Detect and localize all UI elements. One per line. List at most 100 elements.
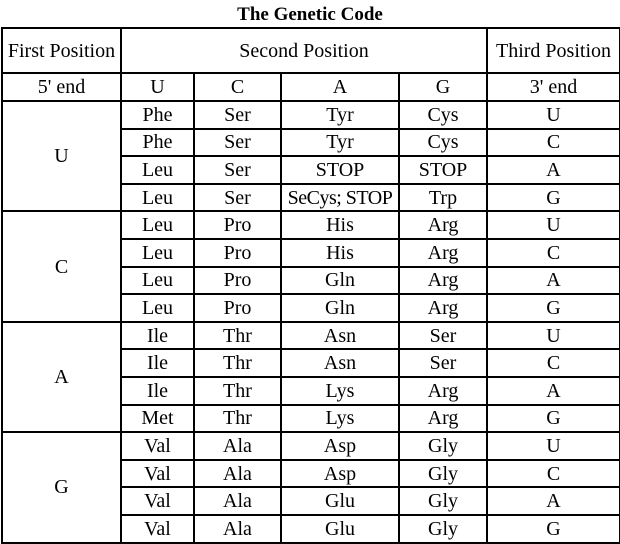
third-position-cell: U (486, 320, 620, 351)
amino-acid-cell: His (280, 237, 400, 268)
third-position-cell: A (486, 155, 620, 185)
amino-acid-cell: His (280, 210, 400, 240)
amino-acid-cell: Gly (397, 486, 489, 516)
table-row: Met Thr Lys Arg G (2, 403, 620, 434)
amino-acid-cell: Lys (280, 403, 400, 434)
amino-acid-cell: Ile (120, 320, 195, 351)
third-position-cell: C (486, 458, 620, 489)
amino-acid-cell: Arg (397, 403, 489, 434)
amino-acid-cell: Ser (193, 155, 282, 185)
third-position-cell: A (486, 375, 620, 406)
third-position-cell: C (486, 237, 620, 268)
amino-acid-cell: Ser (193, 182, 282, 213)
amino-acid-cell: Tyr (280, 127, 400, 158)
amino-acid-cell: Ser (193, 127, 282, 158)
table-row: Leu Pro Gln Arg G (2, 293, 620, 323)
amino-acid-cell: STOP (397, 155, 489, 185)
amino-acid-cell: Ser (193, 100, 282, 130)
table-row: Leu Pro Gln Arg A (2, 265, 620, 296)
table-row: Leu Ser SeCys; STOP Trp G (2, 182, 620, 213)
amino-acid-cell: Cys (397, 100, 489, 130)
table-row: Phe Ser Tyr Cys C (2, 127, 620, 158)
amino-acid-cell: SeCys; STOP (280, 182, 400, 213)
first-position-cell: C (1, 210, 122, 323)
third-position-cell: U (486, 100, 620, 130)
table-row: Ile Thr Lys Arg A (2, 375, 620, 406)
amino-acid-cell: STOP (280, 155, 400, 185)
amino-acid-cell: Val (120, 431, 195, 461)
amino-acid-cell: Arg (397, 293, 489, 323)
amino-acid-cell: Pro (193, 293, 282, 323)
table-row: C Leu Pro His Arg U (1, 210, 620, 323)
amino-acid-cell: Leu (120, 265, 195, 296)
amino-acid-cell: Ile (120, 348, 195, 378)
amino-acid-cell: Pro (193, 237, 282, 268)
subheader-row: 5' end U C A G 3' end (1, 72, 620, 102)
header-first-position: First Position (1, 27, 122, 74)
amino-acid-cell: Arg (397, 210, 489, 240)
amino-acid-cell: Ala (193, 431, 282, 461)
table-row: U Phe Ser Tyr Cys U (1, 99, 620, 213)
table-row: A Ile Thr Asn Ser U (1, 320, 620, 434)
header-5-end: 5' end (1, 72, 122, 102)
table-row: Ile Thr Asn Ser C (2, 348, 620, 378)
amino-acid-cell: Glu (280, 486, 400, 516)
amino-acid-cell: Asp (280, 431, 400, 461)
header-3-end: 3' end (486, 72, 620, 102)
amino-acid-cell: Tyr (280, 100, 400, 130)
third-position-cell: G (486, 403, 620, 434)
amino-acid-cell: Arg (397, 375, 489, 406)
header-third-position: Third Position (486, 27, 620, 74)
amino-acid-cell: Val (120, 513, 195, 544)
amino-acid-cell: Thr (193, 375, 282, 406)
third-position-cell: A (486, 265, 620, 296)
amino-acid-cell: Val (120, 486, 195, 516)
amino-acid-cell: Ile (120, 375, 195, 406)
amino-acid-cell: Thr (193, 348, 282, 378)
amino-acid-cell: Trp (397, 182, 489, 213)
table-row: Val Ala Glu Gly A (2, 486, 620, 516)
amino-acid-cell: Ala (193, 458, 282, 489)
third-position-cell: C (486, 127, 620, 158)
genetic-code-table: First Position Second Position Third Pos… (1, 27, 620, 544)
first-position-cell: A (1, 320, 122, 434)
amino-acid-cell: Met (120, 403, 195, 434)
header-row: First Position Second Position Third Pos… (1, 27, 620, 74)
header-base-u: U (120, 72, 195, 102)
amino-acid-cell: Pro (193, 210, 282, 240)
amino-acid-cell: Thr (193, 403, 282, 434)
table-row: Val Ala Asp Gly C (2, 458, 620, 489)
amino-acid-cell: Phe (120, 100, 195, 130)
amino-acid-cell: Leu (120, 182, 195, 213)
header-base-g: G (397, 72, 489, 102)
amino-acid-cell: Leu (120, 155, 195, 185)
first-position-cell: U (1, 99, 122, 213)
header-second-position: Second Position (119, 27, 489, 74)
amino-acid-cell: Leu (120, 237, 195, 268)
header-base-c: C (193, 72, 282, 102)
table-row: Leu Ser STOP STOP A (2, 155, 620, 185)
amino-acid-cell: Ser (397, 320, 489, 351)
third-position-cell: G (486, 513, 620, 544)
amino-acid-cell: Phe (120, 127, 195, 158)
page-title: The Genetic Code (237, 4, 383, 25)
third-position-cell: G (486, 293, 620, 323)
header-base-a: A (280, 72, 400, 102)
first-position-cell: G (1, 431, 122, 544)
amino-acid-cell: Arg (397, 265, 489, 296)
amino-acid-cell: Val (120, 458, 195, 489)
third-position-cell: A (486, 486, 620, 516)
amino-acid-cell: Cys (397, 127, 489, 158)
amino-acid-cell: Lys (280, 375, 400, 406)
third-position-cell: U (486, 210, 620, 240)
amino-acid-cell: Glu (280, 513, 400, 544)
amino-acid-cell: Gln (280, 265, 400, 296)
amino-acid-cell: Asn (280, 348, 400, 378)
amino-acid-cell: Leu (120, 210, 195, 240)
third-position-cell: U (486, 431, 620, 461)
amino-acid-cell: Pro (193, 265, 282, 296)
table-row: G Val Ala Asp Gly U (1, 431, 620, 544)
amino-acid-cell: Ala (193, 513, 282, 544)
amino-acid-cell: Leu (120, 293, 195, 323)
amino-acid-cell: Gln (280, 293, 400, 323)
